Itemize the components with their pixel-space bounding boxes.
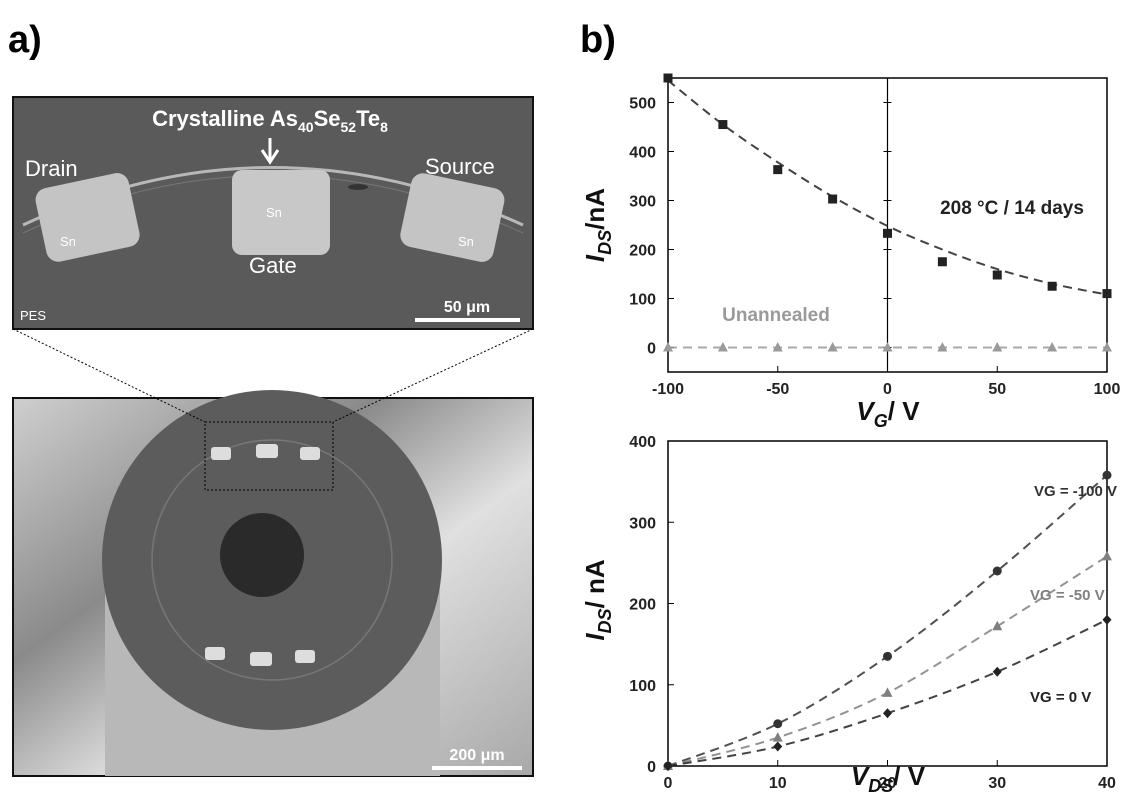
- sem-image-bottom: [13, 329, 533, 776]
- y-tick-label: 100: [629, 678, 656, 695]
- x-tick-label: 10: [769, 775, 787, 792]
- y-tick-label: 100: [629, 292, 656, 309]
- marker: [1103, 615, 1112, 625]
- y-tick-label: 300: [629, 515, 656, 532]
- series-label: 208 °C / 14 days: [940, 198, 1084, 219]
- marker: [883, 687, 893, 697]
- marker: [883, 708, 892, 718]
- y-axis-label: IDS/ nA: [580, 559, 615, 641]
- y-tick-label: 0: [647, 759, 656, 776]
- series-label: VG = -50 V: [1030, 587, 1105, 604]
- label-part: /nA: [580, 188, 610, 230]
- marker: [773, 719, 782, 728]
- marker: [718, 120, 727, 129]
- label-part: DS: [868, 776, 893, 796]
- marker: [773, 165, 782, 174]
- marker: [1048, 282, 1057, 291]
- series-label: VG = -100 V: [1034, 483, 1117, 500]
- x-tick-label: 50: [988, 381, 1006, 398]
- y-axis-label: IDS/nA: [580, 188, 615, 262]
- label: PES: [20, 308, 46, 323]
- marker: [993, 667, 1002, 677]
- label-part: DS: [595, 608, 615, 633]
- x-tick-label: 30: [988, 775, 1006, 792]
- marker: [993, 270, 1002, 279]
- fit-line: [668, 475, 1107, 766]
- marker: [993, 567, 1002, 576]
- scale-label: 200 μm: [449, 747, 504, 764]
- marker: [1103, 289, 1112, 298]
- y-tick-label: 200: [629, 597, 656, 614]
- label-part: / V: [888, 396, 920, 426]
- label-part: / nA: [580, 559, 610, 608]
- marker: [828, 195, 837, 204]
- x-tick-label: -100: [652, 381, 684, 398]
- y-tick-label: 300: [629, 194, 656, 211]
- y-tick-label: 0: [647, 341, 656, 358]
- y-tick-label: 400: [629, 434, 656, 451]
- label-part: G: [874, 411, 888, 431]
- figure: a) b) Crystalline As40Se52Te8 Drain Sour…: [0, 0, 1134, 797]
- marker: [992, 621, 1002, 631]
- label: Sn: [266, 205, 282, 220]
- y-tick-label: 500: [629, 96, 656, 113]
- label: Gate: [249, 253, 297, 278]
- x-tick-label: 40: [1098, 775, 1116, 792]
- marker: [1103, 471, 1112, 480]
- x-tick-label: -50: [766, 381, 789, 398]
- marker: [773, 732, 783, 742]
- label: Source: [425, 154, 495, 179]
- panel-label: b): [580, 19, 616, 61]
- series-label: Unannealed: [722, 305, 830, 326]
- series-label: VG = 0 V: [1030, 689, 1091, 706]
- y-tick-label: 400: [629, 145, 656, 162]
- label: Sn: [60, 234, 76, 249]
- marker: [664, 74, 673, 83]
- marker: [1102, 551, 1112, 561]
- marker: [938, 257, 947, 266]
- marker: [773, 742, 782, 752]
- label-part: DS: [595, 230, 615, 255]
- label: Drain: [25, 156, 78, 181]
- x-tick-label: 100: [1094, 381, 1121, 398]
- label-part: / V: [893, 761, 925, 791]
- x-tick-label: 0: [664, 775, 673, 792]
- x-axis-label: VG/ V: [856, 396, 920, 431]
- marker: [883, 652, 892, 661]
- y-tick-label: 200: [629, 243, 656, 260]
- panel-label: a): [8, 19, 42, 61]
- marker: [883, 229, 892, 238]
- scale-label: 50 μm: [444, 299, 490, 316]
- label: Sn: [458, 234, 474, 249]
